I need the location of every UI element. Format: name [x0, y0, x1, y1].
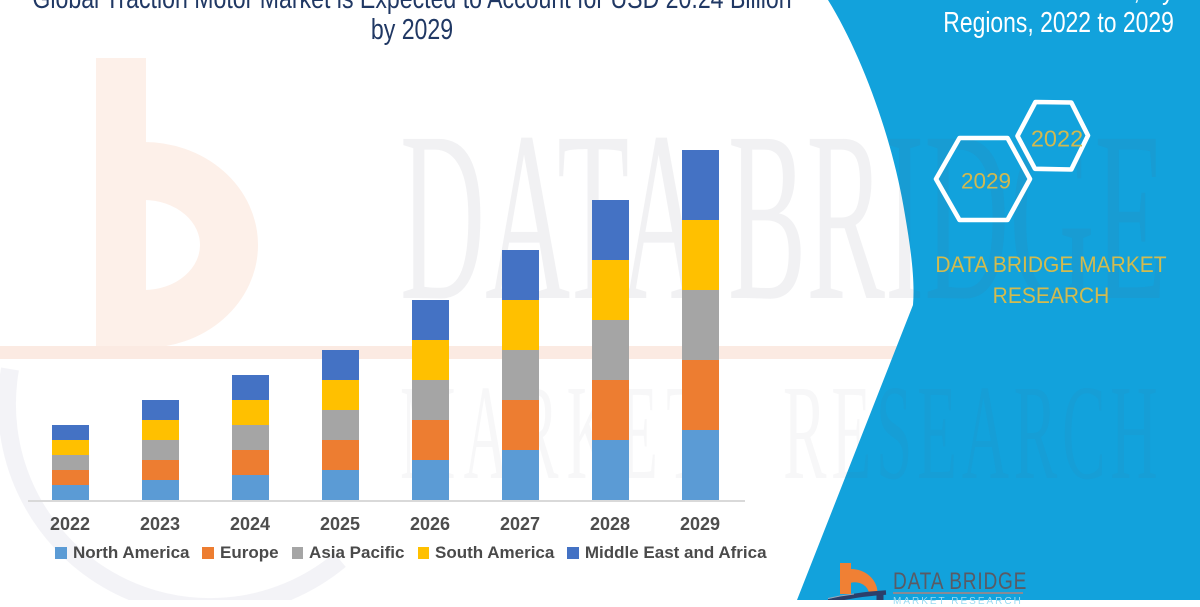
svg-text:2029: 2029	[961, 169, 1011, 194]
svg-text:2022: 2022	[1031, 126, 1083, 152]
